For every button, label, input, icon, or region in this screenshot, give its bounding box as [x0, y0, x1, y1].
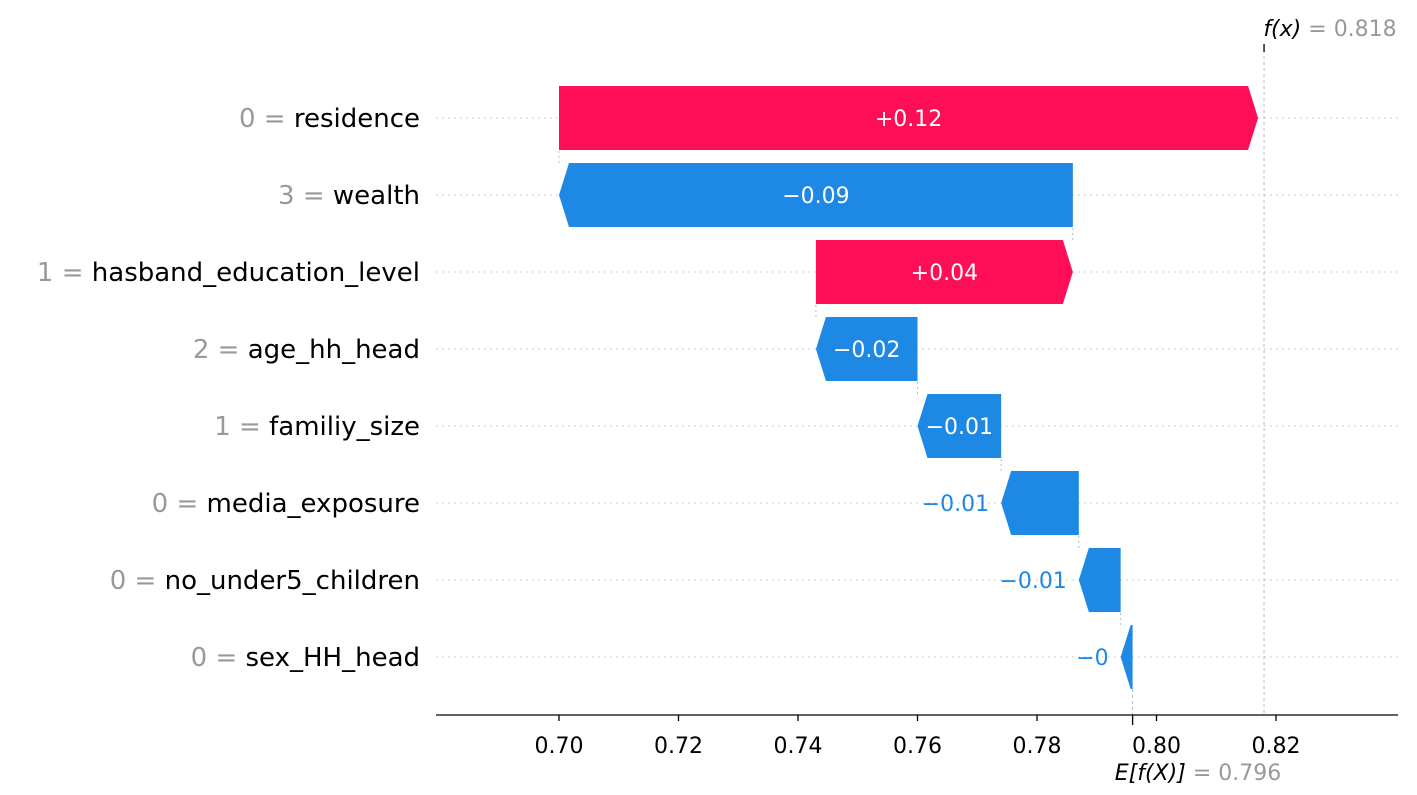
bar-media_exposure [1001, 471, 1079, 535]
fx-annotation: f(x) = 0.818 [1263, 17, 1396, 42]
x-ticks: 0.70 0.72 0.74 0.76 0.78 0.80 0.82 [535, 715, 1301, 759]
feature-name: no_under5_children [165, 566, 420, 596]
feature-value: 1 = [37, 258, 92, 288]
x-tick-label: 0.82 [1252, 734, 1301, 759]
feature-value: 0 = [152, 489, 207, 519]
efx-equals: = [1193, 761, 1211, 786]
x-tick-label: 0.78 [1013, 734, 1062, 759]
feature-label: 0 = media_exposure [152, 489, 420, 519]
feature-value: 0 = [110, 566, 165, 596]
bars: +0.12 −0.09 +0.04 −0.02 −0.01 −0.01 −0.01 −0 [559, 86, 1259, 689]
bar-age_hh_head [815, 317, 918, 381]
efx-label: E[f(X)] [1115, 761, 1186, 786]
x-tick-label: 0.76 [893, 734, 942, 759]
x-tick-label: 0.74 [774, 734, 823, 759]
feature-label: 0 = residence [239, 104, 420, 134]
fx-equals: = [1308, 17, 1326, 42]
efx-value: 0.796 [1218, 761, 1281, 786]
feature-name: residence [294, 104, 420, 134]
x-axis: 0.70 0.72 0.74 0.76 0.78 0.80 0.82 [436, 714, 1398, 759]
bar-residence [559, 86, 1259, 150]
x-tick-label: 0.70 [535, 734, 584, 759]
bar-hasband_education_level [815, 240, 1073, 304]
feature-label: 2 = age_hh_head [193, 335, 420, 365]
bar-label-sex_HH_head: −0 [1076, 646, 1108, 671]
bar-label-no_under5_children: −0.01 [999, 569, 1066, 594]
feature-label: 1 = hasband_education_level [37, 258, 420, 288]
bar-label-media_exposure: −0.01 [922, 492, 989, 517]
feature-name: sex_HH_head [246, 643, 420, 673]
feature-value: 0 = [191, 643, 246, 673]
feature-value: 0 = [239, 104, 294, 134]
bar-label-residence: +0.12 [875, 107, 942, 132]
feature-name: familiy_size [269, 412, 420, 442]
feature-value: 3 = [278, 181, 333, 211]
feature-name: media_exposure [207, 489, 420, 519]
efx-annotation: E[f(X)] = 0.796 [1115, 761, 1281, 786]
bar-label-hasband_education_level: +0.04 [911, 261, 978, 286]
bar-sex_HH_head [1120, 625, 1133, 689]
feature-name: age_hh_head [248, 335, 420, 365]
feature-label: 0 = no_under5_children [110, 566, 420, 596]
bar-no_under5_children [1078, 548, 1121, 612]
bar-label-wealth: −0.09 [782, 184, 849, 209]
bar-label-familiy_size: −0.01 [926, 415, 993, 440]
feature-label: 1 = familiy_size [214, 412, 420, 442]
fx-label: f(x) [1263, 17, 1301, 42]
bar-label-age_hh_head: −0.02 [833, 338, 900, 363]
feature-name: wealth [333, 181, 420, 211]
fx-value: 0.818 [1334, 17, 1397, 42]
feature-labels: 0 = residence 3 = wealth 1 = hasband_educa… [37, 104, 420, 673]
feature-label: 3 = wealth [278, 181, 420, 211]
x-tick-label: 0.72 [654, 734, 703, 759]
bar-wealth [559, 163, 1073, 227]
feature-value: 1 = [214, 412, 269, 442]
connector-lines [558, 150, 1122, 625]
x-tick-label: 0.80 [1132, 734, 1181, 759]
bar-familiy_size [917, 394, 1002, 458]
feature-name: hasband_education_level [92, 258, 420, 288]
feature-value: 2 = [193, 335, 248, 365]
feature-label: 0 = sex_HH_head [191, 643, 420, 673]
